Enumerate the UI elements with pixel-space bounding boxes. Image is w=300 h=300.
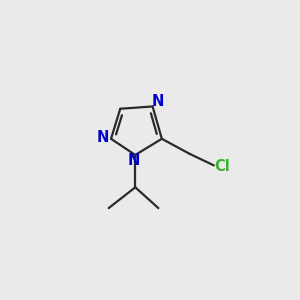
Text: Cl: Cl	[214, 159, 230, 174]
Text: N: N	[96, 130, 109, 145]
Text: N: N	[151, 94, 164, 109]
Text: N: N	[128, 152, 140, 167]
